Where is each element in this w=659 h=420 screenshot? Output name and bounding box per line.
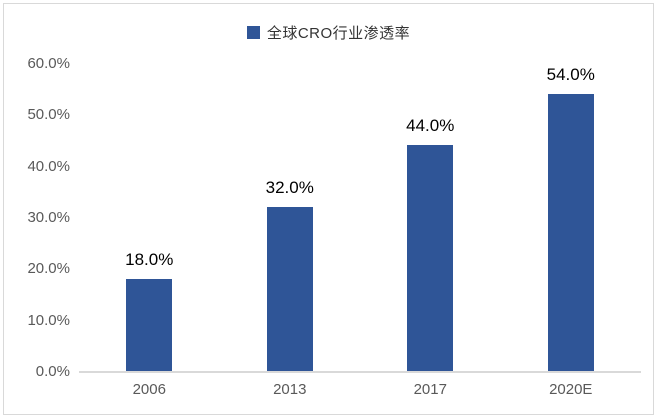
bar-value-label: 54.0% (546, 64, 595, 84)
bar-slot: 32.0% (220, 63, 361, 371)
bar (407, 145, 454, 371)
y-tick-label: 30.0% (27, 209, 70, 226)
y-tick-label: 40.0% (27, 157, 70, 175)
y-axis: 0.0% 10.0% 20.0% 30.0% 40.0% 50.0% 60.0% (4, 4, 70, 414)
bar-slot: 18.0% (79, 63, 220, 371)
plot-area: 18.0% 32.0% 44.0% 54.0% (79, 63, 641, 373)
x-tick-label: 2020E (549, 381, 593, 398)
x-tick-label: 2006 (132, 381, 166, 398)
y-tick-label: 50.0% (27, 106, 70, 124)
x-axis: 2006 2013 2017 2020E (79, 381, 641, 403)
bar-value-label: 18.0% (125, 249, 174, 269)
bar (126, 278, 173, 371)
y-tick-label: 10.0% (27, 311, 70, 329)
y-tick-label: 20.0% (27, 260, 70, 278)
y-tick-label: 0.0% (35, 363, 70, 380)
legend-label: 全球CRO行业渗透率 (266, 25, 411, 42)
bar-value-label: 44.0% (406, 116, 455, 136)
legend: 全球CRO行业渗透率 (4, 22, 653, 43)
y-tick-label: 60.0% (27, 55, 70, 72)
chart-frame: 全球CRO行业渗透率 0.0% 10.0% 20.0% 30.0% 40.0% 50.0%… (3, 3, 654, 415)
x-tick-label: 2013 (273, 381, 307, 398)
x-tick-label: 2017 (413, 381, 447, 398)
bar (266, 206, 313, 371)
bar (547, 93, 594, 371)
bar-slot: 44.0% (360, 63, 501, 371)
bar-slot: 54.0% (501, 63, 642, 371)
bar-value-label: 32.0% (265, 177, 314, 197)
legend-marker-square (246, 26, 260, 39)
